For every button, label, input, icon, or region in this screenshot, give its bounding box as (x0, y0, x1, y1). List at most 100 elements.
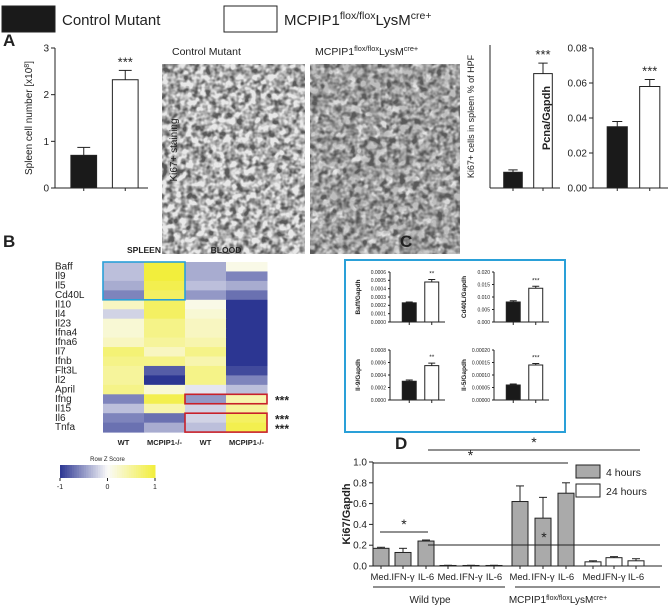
legend-label: 24 hours (606, 486, 647, 498)
column-label: WT (200, 438, 212, 447)
y-tick-label: 0.00 (568, 184, 588, 195)
x-tick-label: Med. (437, 572, 458, 583)
y-axis-label: Il-5/Gapdh (461, 359, 468, 391)
row-label: Ifna6 (55, 337, 78, 348)
significance: *** (535, 47, 550, 62)
micrograph-caption: Control Mutant (172, 46, 241, 58)
y-tick-label: 0.0006 (371, 270, 387, 276)
heatmap-cell (103, 271, 145, 282)
heatmap-cell (185, 422, 227, 433)
significance: *** (275, 413, 289, 427)
colorbar-step (150, 465, 154, 478)
row-label: Baff (55, 262, 73, 273)
group-label-part: cre+ (593, 595, 607, 602)
heatmap-cell (185, 299, 227, 310)
heatmap-cell (144, 422, 186, 433)
significance: ** (429, 271, 435, 278)
colorbar-step (136, 465, 139, 478)
significance: *** (532, 277, 540, 284)
legend-label: 4 hours (606, 467, 641, 479)
x-tick-label: IFN-γ (602, 572, 625, 583)
heatmap-cell (103, 290, 145, 301)
heatmap-cell (103, 394, 145, 405)
heatmap-cell (103, 413, 145, 424)
heatmap-cell (144, 328, 186, 339)
heatmap-cell (185, 280, 227, 291)
row-label: Ifng (55, 394, 72, 405)
y-tick-label: 0.005 (477, 307, 490, 313)
y-axis-label-part: ] (24, 61, 35, 64)
row-label: Ifna4 (55, 328, 78, 339)
y-tick-label: 0 (43, 184, 49, 195)
x-tick-label: Med. (509, 572, 530, 583)
heatmap-cell (185, 375, 227, 386)
colorbar-step (138, 465, 142, 478)
heatmap-cell (185, 309, 227, 320)
y-tick-label: 0.4 (353, 520, 367, 531)
heatmap-cell (226, 299, 268, 310)
y-tick-label: 0.0000 (371, 320, 387, 326)
heatmap-cell (226, 365, 268, 376)
y-axis-label: Il-9/Gapdh (355, 359, 362, 391)
y-tick-label: 2 (43, 90, 49, 101)
row-label: Il4 (55, 309, 66, 320)
bar (605, 557, 623, 567)
bar (70, 154, 98, 189)
stain-label: Ki67+ staining (169, 118, 180, 181)
panel-label: B (3, 232, 15, 251)
y-tick-label: 0.0002 (371, 303, 387, 309)
bar (606, 126, 628, 189)
heatmap-cell (144, 262, 186, 272)
heatmap-cell (185, 328, 227, 339)
colorbar-step (140, 465, 144, 478)
heatmap-cell (103, 262, 145, 272)
heatmap-cell (144, 347, 186, 357)
heatmap-cell (226, 309, 268, 320)
y-tick-label: 0.020 (477, 270, 490, 276)
significance: *** (275, 394, 289, 408)
colorbar-step (95, 465, 99, 478)
heatmap-cell (144, 365, 186, 376)
bar (424, 281, 440, 323)
heatmap-cell (226, 394, 268, 405)
row-label: Il5 (55, 280, 66, 291)
y-tick-label: 0.0004 (371, 373, 387, 379)
x-tick-label: IFN-γ (459, 572, 482, 583)
significance: *** (118, 54, 133, 69)
heatmap-cell (103, 422, 145, 433)
heatmap-cell (226, 262, 268, 272)
heatmap-cell (226, 271, 268, 282)
y-axis-label-part: 8 (24, 64, 31, 68)
heatmap-cell (226, 280, 268, 291)
heatmap-cell (185, 290, 227, 301)
y-tick-label: 0.00015 (472, 360, 490, 366)
legend-label-part: LysM (375, 12, 410, 29)
heatmap-cell (185, 271, 227, 282)
colorbar-tick-label: 0 (106, 484, 110, 491)
heatmap-cell (185, 262, 227, 272)
heatmap-cell (103, 337, 145, 348)
micrograph-caption-part: LysM (379, 46, 404, 58)
heatmap-cell (103, 299, 145, 310)
heatmap-cell (103, 384, 145, 395)
y-tick-label: 0.06 (568, 79, 588, 90)
colorbar-step (88, 465, 92, 478)
heatmap-cell (144, 394, 186, 405)
y-tick-label: 0.00010 (472, 373, 490, 379)
group-label-part: MCPIP1 (509, 595, 547, 606)
panel-label: C (400, 232, 412, 251)
x-tick-label: IFN-γ (391, 572, 414, 583)
y-tick-label: 3 (43, 44, 49, 55)
row-label: Il23 (55, 318, 72, 329)
colorbar-step (126, 465, 130, 478)
y-tick-label: 0.04 (568, 114, 588, 125)
heatmap-cell (144, 271, 186, 282)
y-tick-label: 0.0000 (371, 398, 387, 404)
colorbar-step (117, 465, 120, 478)
heatmap-cell (144, 337, 186, 348)
y-tick-label: 0.0008 (371, 348, 387, 354)
y-axis-label: Ki67/Gapdh (341, 483, 353, 544)
colorbar-step (71, 465, 75, 478)
group-label-part: LysM (570, 595, 594, 606)
y-tick-label: 0.8 (353, 478, 367, 489)
